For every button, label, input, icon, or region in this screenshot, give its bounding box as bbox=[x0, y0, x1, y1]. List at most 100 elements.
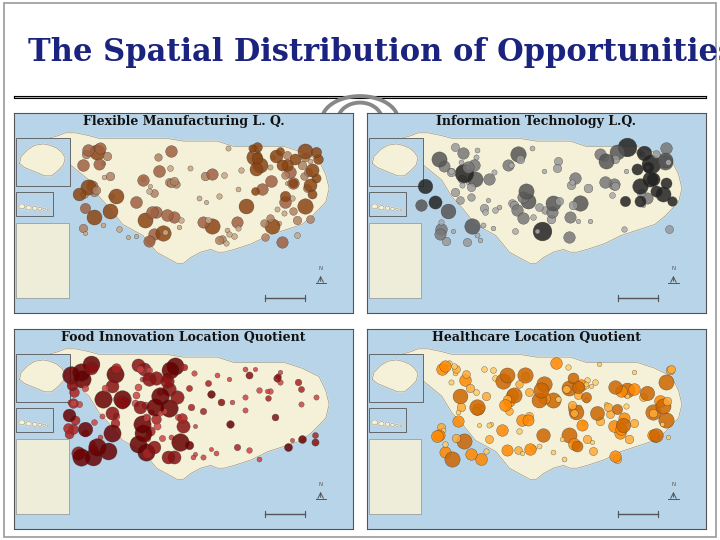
Point bbox=[253, 386, 264, 394]
Point bbox=[547, 395, 559, 404]
Point bbox=[456, 148, 468, 157]
Text: N: N bbox=[671, 266, 675, 271]
Point bbox=[501, 446, 513, 454]
Point bbox=[656, 420, 667, 428]
Point bbox=[603, 403, 614, 411]
Point bbox=[262, 394, 274, 403]
Point bbox=[143, 374, 155, 383]
Point bbox=[135, 365, 146, 374]
Bar bbox=[369, 439, 421, 514]
Point bbox=[251, 165, 262, 173]
Point bbox=[502, 395, 513, 403]
Point bbox=[80, 228, 91, 237]
Point bbox=[575, 380, 586, 389]
Point bbox=[161, 374, 173, 382]
Point bbox=[300, 202, 311, 211]
Point bbox=[232, 184, 243, 193]
Point bbox=[657, 402, 669, 411]
Point bbox=[153, 167, 165, 176]
Point bbox=[90, 186, 102, 195]
Point bbox=[480, 446, 492, 455]
Point bbox=[102, 447, 114, 455]
Bar bbox=[16, 439, 68, 514]
Point bbox=[130, 391, 142, 400]
Point bbox=[200, 198, 212, 207]
Point bbox=[165, 179, 176, 187]
Point bbox=[471, 231, 482, 240]
Point bbox=[222, 143, 233, 152]
Point bbox=[289, 155, 301, 164]
Point bbox=[156, 434, 168, 442]
Circle shape bbox=[42, 208, 45, 211]
Circle shape bbox=[395, 208, 398, 211]
Point bbox=[140, 414, 152, 422]
Point bbox=[465, 449, 477, 458]
Point bbox=[611, 455, 623, 463]
Point bbox=[82, 146, 94, 154]
Point bbox=[453, 416, 464, 425]
Point bbox=[519, 370, 531, 379]
Point bbox=[660, 416, 672, 424]
Point bbox=[483, 421, 495, 430]
Bar bbox=[369, 138, 423, 186]
Point bbox=[608, 179, 619, 188]
Point bbox=[550, 359, 562, 367]
Point bbox=[488, 167, 500, 176]
Point bbox=[604, 409, 616, 418]
Point bbox=[608, 422, 620, 430]
Point bbox=[76, 374, 87, 383]
Point bbox=[482, 195, 494, 204]
Point bbox=[505, 198, 517, 207]
Point bbox=[207, 170, 218, 179]
Point bbox=[480, 208, 491, 217]
Point bbox=[174, 222, 185, 231]
Point bbox=[456, 174, 467, 183]
Bar bbox=[16, 408, 53, 432]
Bar bbox=[369, 223, 421, 298]
Circle shape bbox=[379, 422, 384, 426]
Point bbox=[97, 220, 109, 229]
Point bbox=[568, 439, 580, 448]
Point bbox=[206, 444, 217, 453]
Point bbox=[502, 370, 513, 379]
Bar bbox=[16, 138, 71, 186]
Point bbox=[310, 438, 321, 447]
Point bbox=[522, 197, 534, 206]
Point bbox=[600, 177, 611, 186]
Point bbox=[64, 397, 76, 406]
Circle shape bbox=[400, 425, 402, 427]
Point bbox=[287, 436, 298, 445]
Point bbox=[438, 426, 449, 435]
Point bbox=[478, 204, 490, 213]
Point bbox=[168, 177, 180, 186]
Point bbox=[91, 443, 102, 451]
Bar bbox=[16, 192, 53, 216]
Point bbox=[509, 226, 521, 235]
Point bbox=[85, 363, 96, 372]
Point bbox=[174, 437, 186, 446]
Point bbox=[616, 425, 627, 434]
Point bbox=[258, 219, 270, 227]
Point bbox=[634, 181, 646, 190]
Point bbox=[567, 401, 578, 410]
Point bbox=[516, 449, 528, 457]
Point bbox=[631, 165, 642, 174]
Point bbox=[546, 214, 557, 223]
Point bbox=[536, 227, 547, 235]
Point bbox=[556, 435, 567, 443]
Point bbox=[261, 387, 273, 395]
Point bbox=[297, 161, 308, 170]
Point bbox=[479, 365, 490, 374]
Point bbox=[219, 171, 230, 179]
Point bbox=[145, 427, 156, 435]
Point bbox=[581, 435, 593, 443]
Point bbox=[534, 396, 545, 404]
Point bbox=[310, 148, 321, 157]
Point bbox=[536, 386, 547, 394]
Point bbox=[73, 190, 84, 198]
Point bbox=[152, 152, 163, 161]
Point bbox=[505, 161, 517, 170]
Point bbox=[611, 148, 623, 157]
Point bbox=[274, 219, 285, 227]
Point bbox=[184, 163, 196, 172]
